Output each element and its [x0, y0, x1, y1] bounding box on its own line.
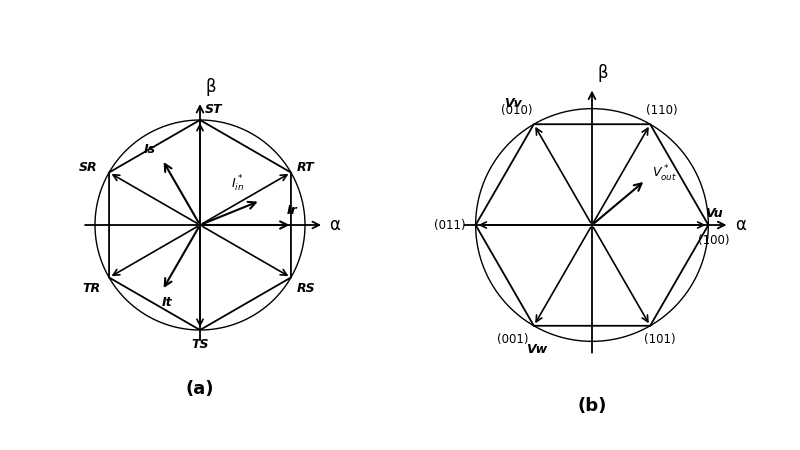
Text: RT: RT — [297, 161, 314, 174]
Text: (b): (b) — [578, 397, 606, 415]
Text: (001): (001) — [497, 333, 529, 346]
Text: It: It — [162, 296, 173, 309]
Text: SR: SR — [78, 161, 98, 174]
Text: α: α — [735, 216, 746, 234]
Text: (011): (011) — [434, 219, 466, 231]
Text: β: β — [598, 64, 609, 82]
Text: β: β — [206, 78, 216, 96]
Text: $V_{out}^*$: $V_{out}^*$ — [653, 164, 678, 184]
Text: Ir: Ir — [287, 204, 298, 217]
Text: (a): (a) — [186, 380, 214, 398]
Text: (100): (100) — [698, 234, 730, 247]
Text: TR: TR — [82, 282, 100, 294]
Text: (010): (010) — [501, 104, 532, 117]
Text: ST: ST — [205, 103, 222, 116]
Text: Vw: Vw — [526, 342, 546, 356]
Text: (101): (101) — [644, 333, 675, 346]
Text: Vu: Vu — [706, 207, 723, 220]
Text: RS: RS — [296, 282, 315, 294]
Text: $I_{in}^*$: $I_{in}^*$ — [231, 174, 244, 194]
Text: Is: Is — [143, 143, 155, 156]
Text: α: α — [329, 216, 340, 234]
Text: Vv: Vv — [504, 97, 522, 110]
Text: TS: TS — [191, 338, 209, 351]
Text: (110): (110) — [646, 104, 678, 117]
